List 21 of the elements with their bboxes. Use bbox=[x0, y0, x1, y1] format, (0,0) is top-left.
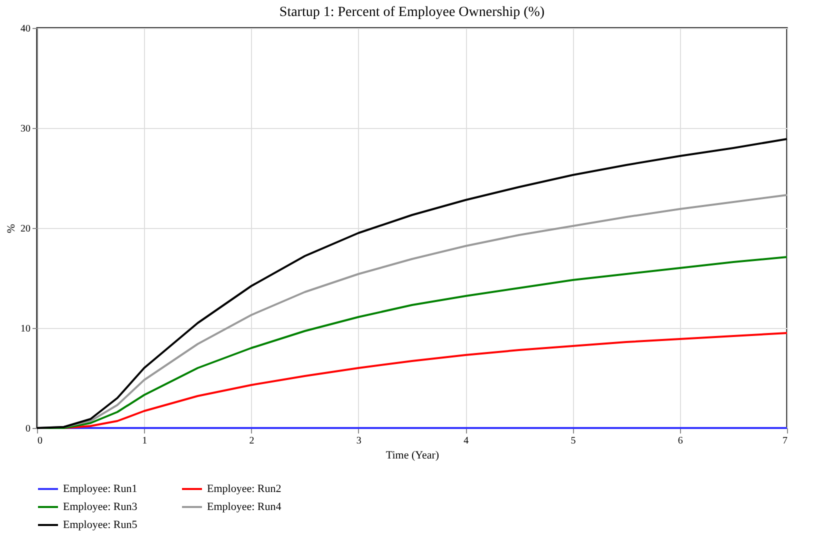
y-axis-title: % bbox=[6, 224, 18, 234]
legend-label: Employee: Run4 bbox=[207, 501, 282, 513]
y-tick-label: 30 bbox=[20, 124, 30, 134]
x-tick-label: 4 bbox=[464, 436, 469, 446]
x-tick-label: 3 bbox=[356, 436, 362, 446]
legend-label: Employee: Run3 bbox=[63, 501, 138, 513]
legend-label: Employee: Run5 bbox=[63, 519, 138, 531]
x-axis-title: Time (Year) bbox=[386, 450, 440, 462]
y-tick-label: 0 bbox=[26, 424, 30, 434]
y-tick-label: 20 bbox=[20, 224, 30, 234]
legend-label: Employee: Run1 bbox=[63, 483, 138, 495]
chart-title: Startup 1: Percent of Employee Ownership (%) bbox=[279, 5, 545, 20]
legend-label: Employee: Run2 bbox=[207, 483, 282, 495]
y-tick-label: 10 bbox=[20, 324, 30, 334]
x-tick-label: 5 bbox=[570, 436, 576, 446]
x-tick-label: 1 bbox=[142, 436, 148, 446]
x-tick-label: 7 bbox=[782, 436, 788, 446]
x-tick-label: 2 bbox=[249, 436, 254, 446]
x-tick-label: 6 bbox=[678, 436, 683, 446]
x-tick-label: 0 bbox=[38, 436, 42, 446]
y-tick-label: 40 bbox=[20, 24, 30, 34]
